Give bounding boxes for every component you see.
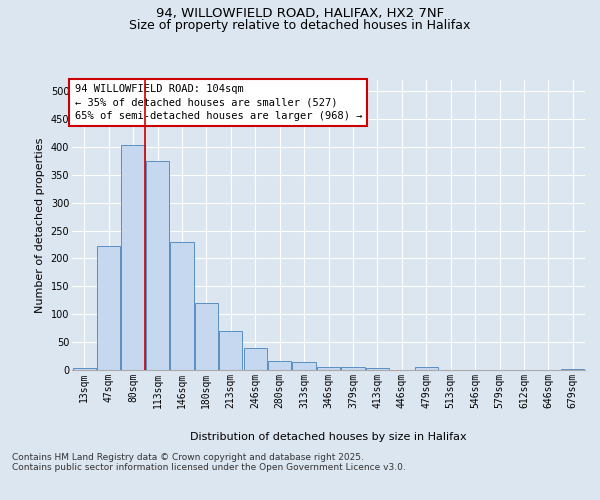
Bar: [219, 331, 242, 370]
Text: Contains HM Land Registry data © Crown copyright and database right 2025.
Contai: Contains HM Land Registry data © Crown c…: [12, 452, 406, 472]
Text: 94 WILLOWFIELD ROAD: 104sqm
← 35% of detached houses are smaller (527)
65% of se: 94 WILLOWFIELD ROAD: 104sqm ← 35% of det…: [74, 84, 362, 120]
Bar: [244, 348, 267, 370]
Bar: [97, 246, 120, 370]
Bar: [292, 362, 316, 370]
Bar: [415, 367, 438, 370]
Y-axis label: Number of detached properties: Number of detached properties: [35, 138, 45, 312]
Bar: [268, 360, 291, 370]
Bar: [146, 161, 169, 370]
Text: 94, WILLOWFIELD ROAD, HALIFAX, HX2 7NF: 94, WILLOWFIELD ROAD, HALIFAX, HX2 7NF: [156, 8, 444, 20]
Text: Size of property relative to detached houses in Halifax: Size of property relative to detached ho…: [130, 18, 470, 32]
Bar: [195, 303, 218, 370]
Bar: [170, 242, 194, 370]
Bar: [317, 367, 340, 370]
Bar: [366, 368, 389, 370]
Bar: [73, 368, 96, 370]
Bar: [121, 145, 145, 370]
Bar: [341, 367, 365, 370]
Text: Distribution of detached houses by size in Halifax: Distribution of detached houses by size …: [190, 432, 467, 442]
